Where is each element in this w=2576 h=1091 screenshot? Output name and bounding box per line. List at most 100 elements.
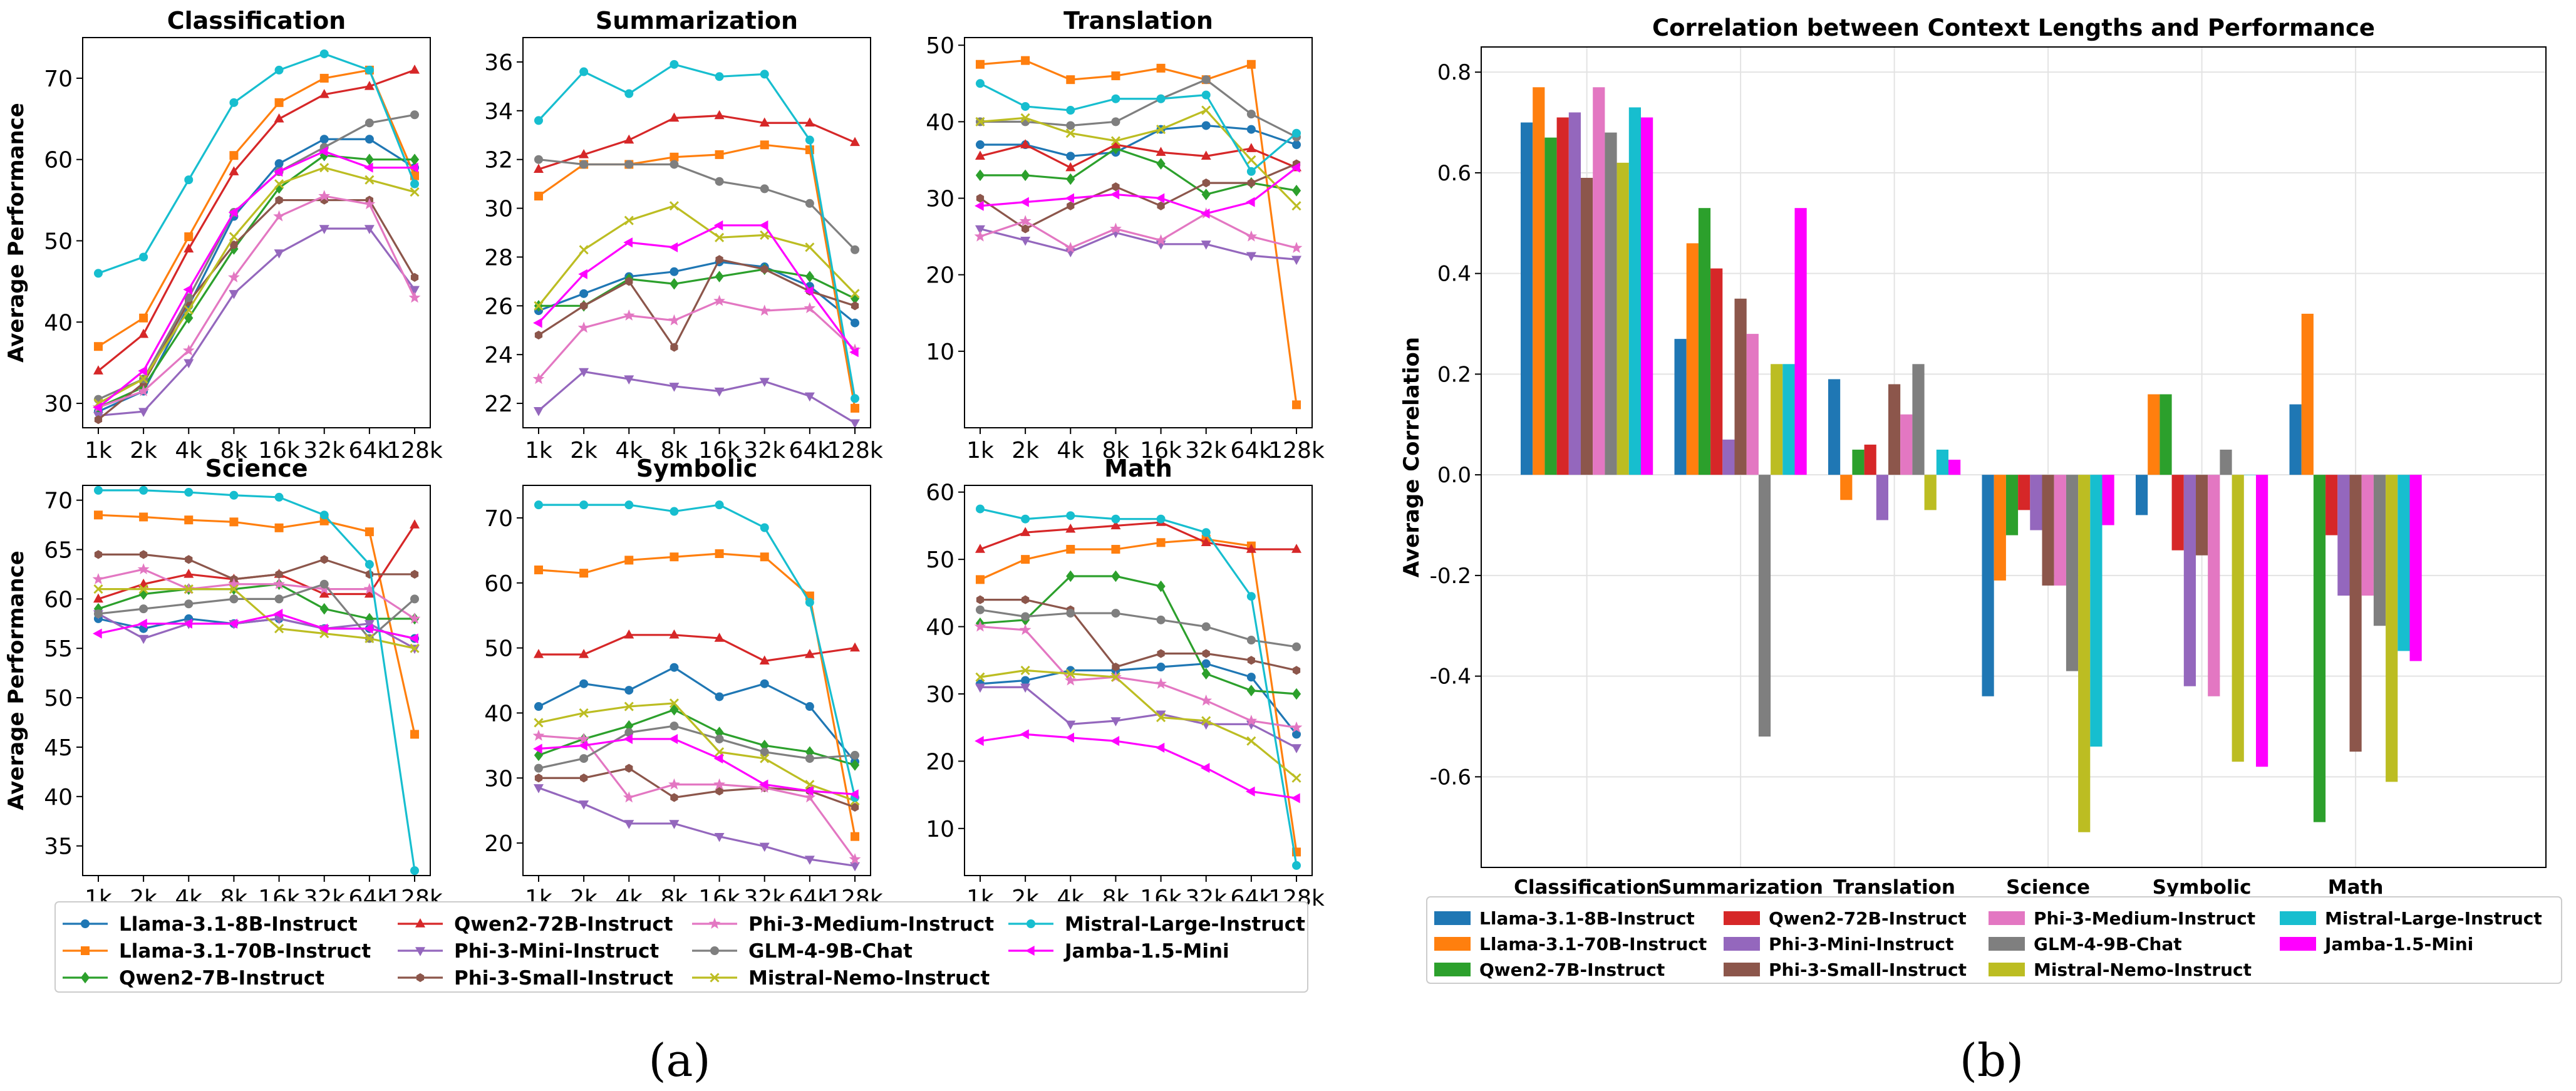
point-phimedium [623,309,635,321]
point-qwen72b [533,649,544,658]
point-phimedium [532,373,545,385]
point-llama8b [1292,140,1301,150]
point-phimini [533,784,544,794]
point-phismall [976,194,985,203]
series-line-phimedium [98,195,416,409]
point-qwen72b [1020,139,1031,148]
point-glm [579,160,589,169]
point-mistral [319,510,329,520]
point-qwen7b [1201,189,1211,200]
series-line-phimini [538,787,856,867]
point-phimini [319,225,329,234]
x-tick-label: 4k [1057,438,1084,463]
point-phimini [975,683,985,693]
point-glm [670,721,679,731]
point-nemo [1246,155,1256,165]
y-tick-label: -0.6 [1430,765,1471,790]
point-jamba [533,743,542,754]
panel-frame [82,37,431,428]
bar-phimini [2030,475,2042,530]
bar-qwen7b [1852,449,1865,475]
point-phimini [1291,744,1302,753]
point-phimedium [577,733,590,744]
point-jamba [758,220,768,230]
point-qwen72b [274,113,284,123]
point-qwen72b [1065,162,1076,172]
point-llama8b [319,135,329,144]
point-mistral [93,485,103,495]
bar-qwen72b [1864,444,1876,475]
bar-glm [2220,449,2232,475]
point-glm [1021,612,1030,621]
point-mistral [1156,514,1166,524]
point-qwen7b [850,759,860,771]
point-phimini [1246,252,1256,261]
point-llama70b [851,832,860,841]
point-nemo [1020,113,1030,123]
point-nemo [184,305,194,315]
y-tick-label: -0.4 [1430,664,1471,690]
point-jamba [228,207,238,218]
series-line-mistral [980,508,1298,866]
bar-jamba [1794,208,1807,475]
y-tick-label: 34 [484,99,513,125]
y-tick-label: 36 [484,50,513,76]
x-tick-label: 16k [1140,438,1182,463]
point-qwen72b [533,163,544,173]
point-jamba [533,318,542,328]
y-tick-label: 60 [926,480,954,506]
y-tick-label: 32 [484,148,513,173]
point-llama8b [1021,676,1030,685]
point-mistral [1066,511,1075,520]
point-phimedium [1019,215,1032,227]
point-llama70b [319,73,329,83]
point-llama8b [715,692,724,701]
legend-marker-jamba [1025,946,1035,956]
y-tick-label: 0.8 [1437,60,1471,85]
x-tick-label: 1k [85,438,112,463]
point-phimedium [318,190,331,202]
point-glm [715,177,724,186]
point-qwen7b [975,169,985,182]
series-line-qwen72b [980,143,1297,169]
point-llama70b [1111,545,1120,554]
x-tick-label: 64k [1231,438,1273,463]
panel-frame [964,485,1313,876]
point-qwen7b [1066,173,1075,185]
point-phimini [759,378,770,387]
point-phimedium [137,385,150,396]
point-phismall [1021,595,1030,604]
point-glm [805,199,814,208]
series-line-phimini [98,613,415,649]
point-phismall [670,343,678,352]
bar-llama70b [2148,394,2160,475]
legend-label-nemo: Mistral-Nemo-Instruct [2034,959,2252,980]
point-nemo [1291,201,1301,211]
bar-glm [2373,475,2386,626]
point-mistral [805,135,814,145]
point-llama70b [274,98,284,107]
point-phimini [579,800,589,810]
legend-label-jamba: Jamba-1.5-Mini [1063,940,1229,963]
bar-phimini [1722,439,1735,475]
point-nemo [274,624,284,634]
bar-phimedium [2361,475,2374,596]
point-mistral [1292,861,1301,870]
point-phismall [1157,201,1165,210]
y-axis-label: Average Performance [4,551,29,810]
point-nemo [669,698,679,708]
legend-label-mistral: Mistral-Large-Instruct [1065,913,1305,936]
x-tick-label: 16k [258,438,300,463]
y-tick-label: 0.6 [1437,161,1471,186]
legend-swatch-phimedium [1989,911,2025,925]
series-line-phismall [538,258,856,349]
point-llama8b [760,679,769,688]
point-glm [229,594,239,604]
point-glm [851,245,860,254]
point-qwen72b [410,519,420,529]
bar-phimedium [2054,475,2066,586]
point-jamba [849,347,859,358]
series-line-phimini [980,686,1297,749]
point-llama8b [579,289,589,298]
